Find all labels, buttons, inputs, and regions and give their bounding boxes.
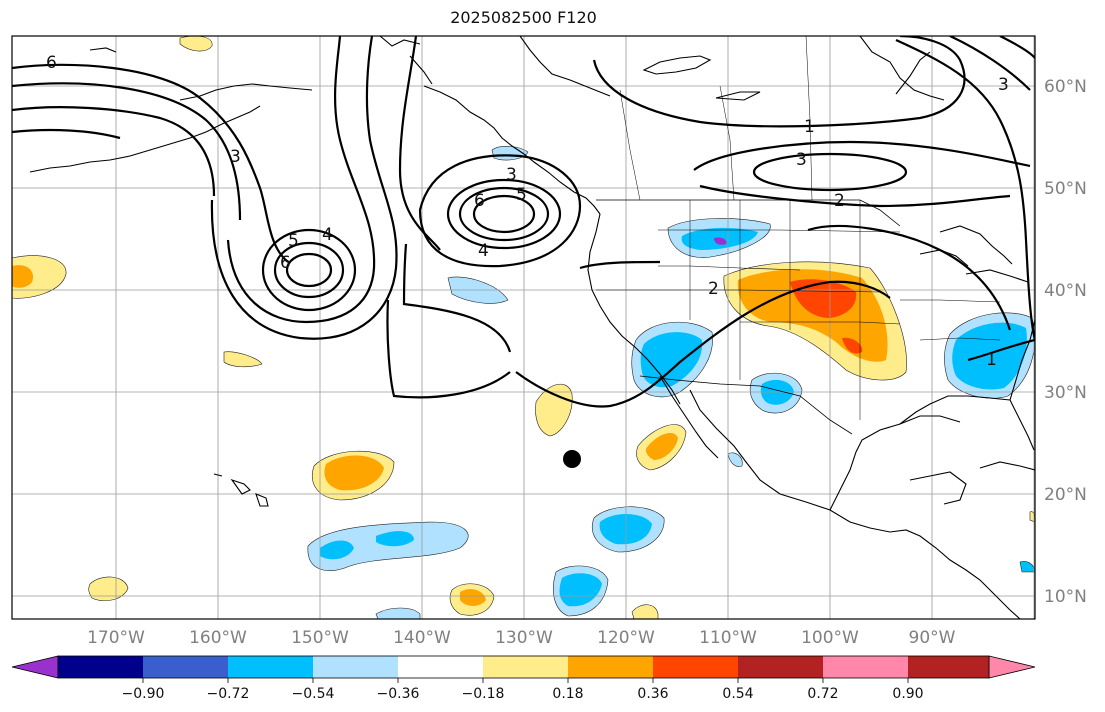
lon-label: 140°W (393, 628, 451, 648)
colorbar-segment (143, 656, 228, 678)
colorbar-segment (738, 656, 823, 678)
colorbar-tick-label: 0.36 (637, 686, 668, 702)
colorbar-segment (398, 656, 483, 678)
lon-label: 100°W (801, 628, 859, 648)
coastlines (29, 36, 1035, 619)
colorbar-tick-label: −0.18 (462, 686, 505, 702)
lon-label: 90°W (909, 628, 956, 648)
lat-label: 40°N (1044, 281, 1087, 301)
svg-text:5: 5 (516, 185, 527, 205)
lon-label: 160°W (189, 628, 247, 648)
svg-text:2: 2 (834, 191, 845, 211)
colorbar-tick-label: 0.90 (892, 686, 923, 702)
svg-text:6: 6 (280, 253, 291, 273)
lat-label: 30°N (1044, 383, 1087, 403)
lat-label: 20°N (1044, 485, 1087, 505)
lon-label: 110°W (699, 628, 757, 648)
colorbar-segment (483, 656, 568, 678)
colorbar-tick-label: −0.54 (292, 686, 335, 702)
svg-text:1: 1 (804, 117, 815, 137)
colorbar-segment (653, 656, 738, 678)
colorbar-segment (58, 656, 143, 678)
colorbar-segment (568, 656, 653, 678)
anomaly-fills (12, 36, 1035, 619)
svg-text:4: 4 (478, 241, 489, 261)
colorbar-tick-label: −0.36 (377, 686, 420, 702)
colorbar-tick-label: 0.54 (722, 686, 753, 702)
map-frame (11, 35, 1036, 620)
graticule (12, 36, 1035, 619)
lon-label: 130°W (495, 628, 553, 648)
longitude-labels: 170°W 160°W 150°W 140°W 130°W 120°W 110°… (87, 628, 956, 648)
colorbar-extend-min (11, 655, 59, 679)
colorbar-tick-label: 0.72 (807, 686, 838, 702)
colorbar-tick-label: −0.72 (207, 686, 250, 702)
colorbar-segment (228, 656, 313, 678)
lat-label: 10°N (1044, 587, 1087, 607)
latitude-labels: 60°N 50°N 40°N 30°N 20°N 10°N (1044, 77, 1087, 607)
storm-position-dot (563, 450, 581, 468)
lat-label: 50°N (1044, 179, 1087, 199)
colorbar-tick-label: −0.90 (122, 686, 165, 702)
height-contours (12, 36, 1035, 408)
lon-label: 170°W (87, 628, 145, 648)
colorbar: −0.90 −0.72 −0.54 −0.36 −0.18 0.18 0.36 … (11, 655, 1036, 702)
colorbar-extend-max (988, 655, 1036, 679)
map-title: 2025082500 F120 (450, 8, 597, 27)
svg-text:6: 6 (46, 53, 57, 73)
colorbar-segment (313, 656, 398, 678)
svg-text:5: 5 (288, 231, 299, 251)
svg-text:4: 4 (322, 225, 333, 245)
svg-text:6: 6 (474, 191, 485, 211)
contour-labels: 6 3 5 6 4 3 6 5 4 1 3 2 2 1 3 (46, 53, 1009, 370)
colorbar-segment (823, 656, 908, 678)
svg-text:3: 3 (506, 165, 517, 185)
svg-text:3: 3 (796, 150, 807, 170)
svg-text:3: 3 (230, 147, 241, 167)
lon-label: 120°W (597, 628, 655, 648)
svg-text:1: 1 (986, 350, 997, 370)
colorbar-tick-label: 0.18 (552, 686, 583, 702)
svg-text:2: 2 (708, 279, 719, 299)
lon-label: 150°W (291, 628, 349, 648)
colorbar-segment (908, 656, 989, 678)
svg-text:3: 3 (998, 75, 1009, 95)
lat-label: 60°N (1044, 77, 1087, 97)
